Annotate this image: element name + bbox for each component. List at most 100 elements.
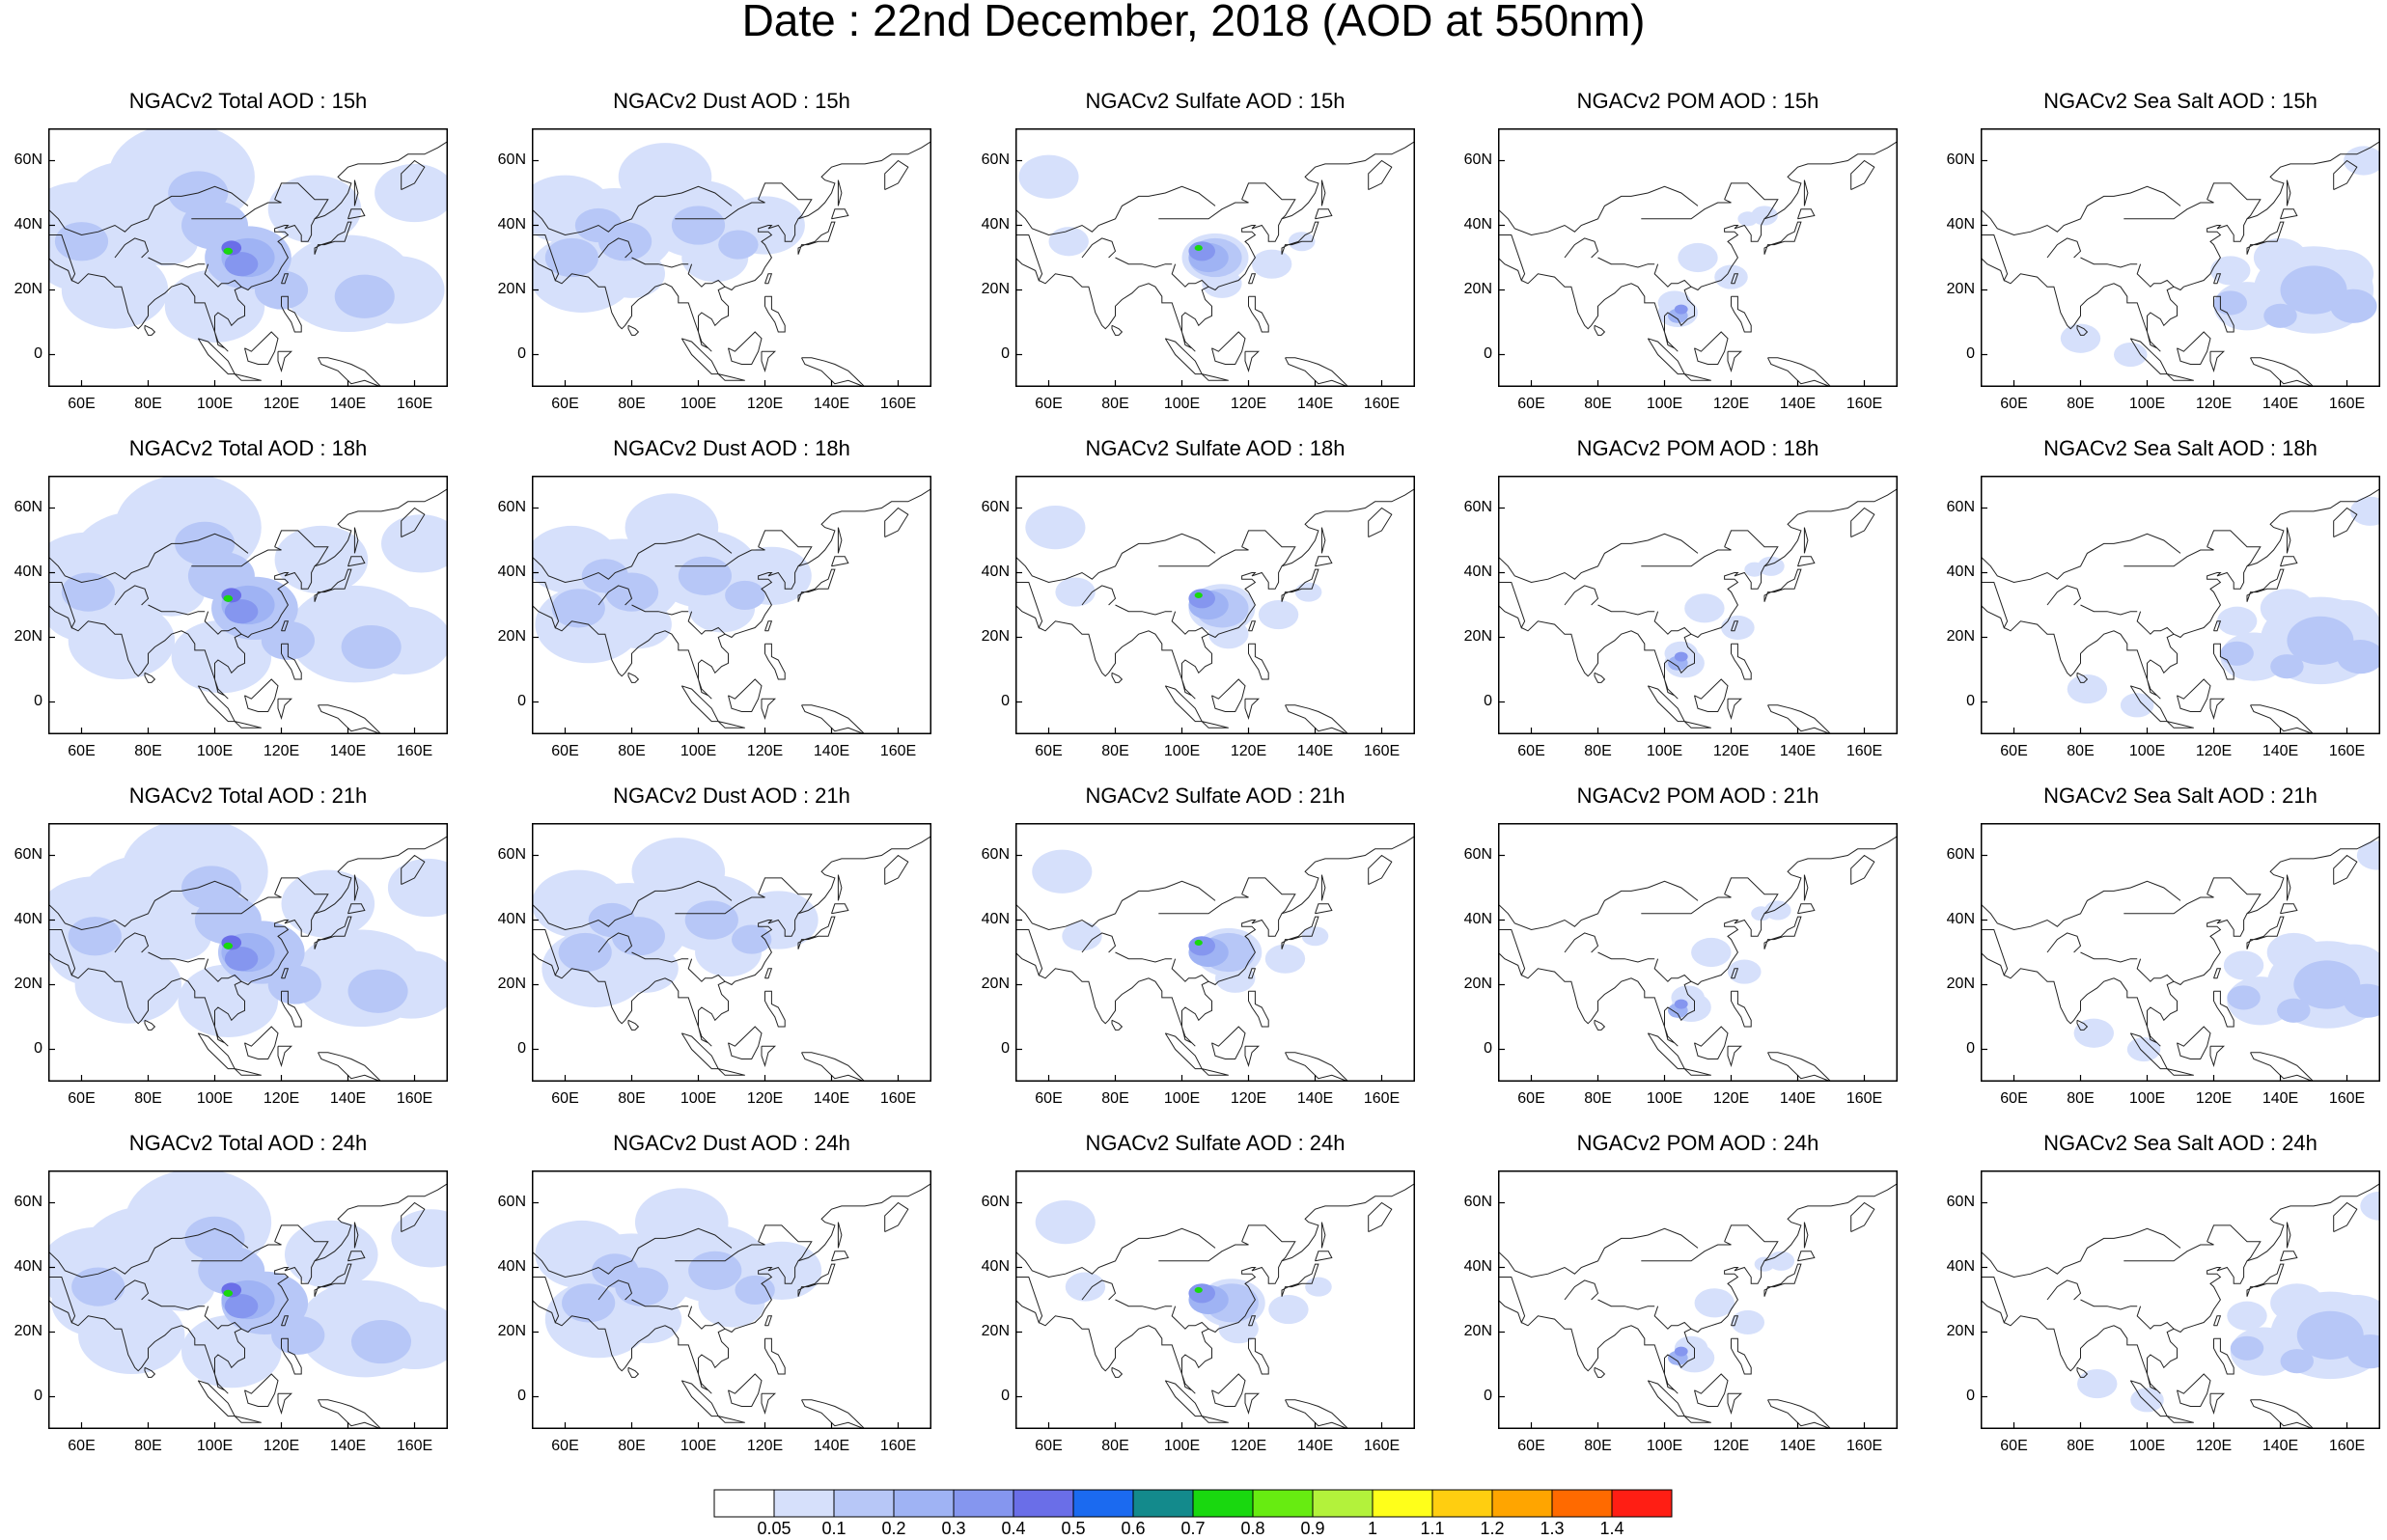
lat-tick-label: 40N [497, 563, 526, 580]
lat-tick-label: 0 [34, 1039, 42, 1057]
colorbar-label: 1.4 [1599, 1519, 1624, 1538]
lon-tick-label: 140E [1296, 1438, 1334, 1454]
lon-tick-label: 140E [1779, 743, 1817, 759]
coastline [281, 1315, 290, 1327]
aod-plume [625, 493, 719, 562]
aod-plume [1737, 211, 1759, 227]
aod-plume [2277, 998, 2311, 1023]
aod-plume [592, 1253, 639, 1288]
coastline [1171, 958, 1209, 982]
lat-tick-label: 60N [497, 151, 526, 168]
aod-plume [1767, 1251, 1795, 1271]
aod-plume [1188, 1283, 1215, 1304]
aod-plume [1731, 1309, 1764, 1335]
lat-tick-label: 20N [497, 627, 526, 645]
colorbar-swatch [1551, 1489, 1613, 1518]
coastline [1564, 1279, 1599, 1301]
coastline [48, 1277, 76, 1324]
coastline [1564, 237, 1599, 259]
map-panel [1981, 823, 2380, 1082]
map-panel [48, 823, 448, 1082]
coastline [1683, 1416, 1711, 1423]
coastline [144, 1019, 156, 1031]
coastline [1248, 990, 1269, 1028]
aod-plume [2077, 1369, 2118, 1399]
aod-plume [71, 1267, 125, 1306]
lat-tick-label: 60N [14, 498, 42, 515]
lon-tick-label: 80E [2067, 396, 2095, 412]
lat-tick-label: 20N [981, 627, 1010, 645]
coastline [2333, 159, 2358, 191]
lat-tick-label: 20N [497, 280, 526, 297]
coastline [204, 611, 242, 635]
aod-plume [1678, 242, 1718, 273]
aod-plume [224, 1294, 259, 1319]
coastline [48, 582, 76, 629]
coastline [1767, 1052, 1832, 1082]
coastline [1731, 620, 1739, 632]
coastline [761, 698, 777, 721]
coastline [831, 556, 849, 567]
coastline [1320, 179, 1326, 206]
coastline [1015, 185, 1216, 236]
lon-tick-label: 140E [329, 1090, 367, 1107]
colorbar-label: 0.05 [757, 1519, 791, 1538]
lat-tick-label: 40N [1463, 215, 1492, 233]
lat-tick-label: 0 [1966, 344, 1975, 362]
coastline [797, 568, 836, 602]
aod-plume [1684, 593, 1725, 623]
aod-plume [347, 969, 408, 1013]
coastline [1320, 527, 1326, 554]
lon-tick-label: 80E [1101, 1090, 1129, 1107]
aod-plume [1728, 959, 1762, 984]
lon-tick-label: 60E [1035, 396, 1063, 412]
lat-tick-label: 40N [497, 910, 526, 927]
map-panel [1981, 1170, 2380, 1429]
coastline [627, 672, 640, 683]
map-frame [1498, 476, 1898, 734]
coastline [801, 704, 866, 734]
lat-tick-label: 60N [497, 845, 526, 863]
coastline [277, 698, 293, 721]
coastline [631, 1299, 689, 1310]
lat-tick-label: 40N [497, 215, 526, 233]
lat-tick-label: 40N [14, 1257, 42, 1275]
lon-tick-label: 140E [1779, 1090, 1817, 1107]
panel-title: NGACv2 Sulfate AOD : 15h [1085, 89, 1346, 113]
coastline [717, 721, 745, 729]
coastline [532, 880, 733, 931]
coastline [1111, 672, 1124, 683]
coastline [314, 916, 352, 949]
coastline [1797, 903, 1816, 915]
lon-tick-label: 160E [396, 1438, 433, 1454]
lon-tick-label: 120E [1230, 1438, 1267, 1454]
lon-tick-label: 80E [2067, 1090, 2095, 1107]
aod-plume [671, 206, 726, 245]
aod-plume [1305, 1277, 1332, 1297]
lon-tick-label: 100E [1163, 743, 1201, 759]
map-frame [48, 128, 448, 387]
coastline [2129, 1032, 2169, 1070]
coastline [675, 1241, 765, 1262]
lon-tick-label: 140E [1296, 396, 1334, 412]
aod-plume [1251, 249, 1292, 279]
coastline [680, 685, 720, 723]
aod-plume [2344, 983, 2380, 1018]
lon-tick-label: 80E [1101, 1438, 1129, 1454]
colorbar-label: 0.5 [1061, 1519, 1086, 1538]
lon-tick-label: 60E [1517, 396, 1545, 412]
coastline [70, 487, 448, 700]
coastline [353, 1222, 359, 1249]
aod-plume [1194, 1286, 1203, 1293]
lon-tick-label: 140E [813, 396, 850, 412]
aod-plume [254, 270, 309, 310]
coastline [2333, 854, 2358, 886]
coastline [401, 1201, 426, 1233]
coastline [1211, 1026, 1246, 1059]
coastline [1594, 1366, 1606, 1378]
coastline [1111, 324, 1124, 336]
map-frame [532, 823, 931, 1082]
coastline [758, 182, 813, 220]
coastline [281, 273, 290, 285]
coastline [2207, 1224, 2262, 1262]
